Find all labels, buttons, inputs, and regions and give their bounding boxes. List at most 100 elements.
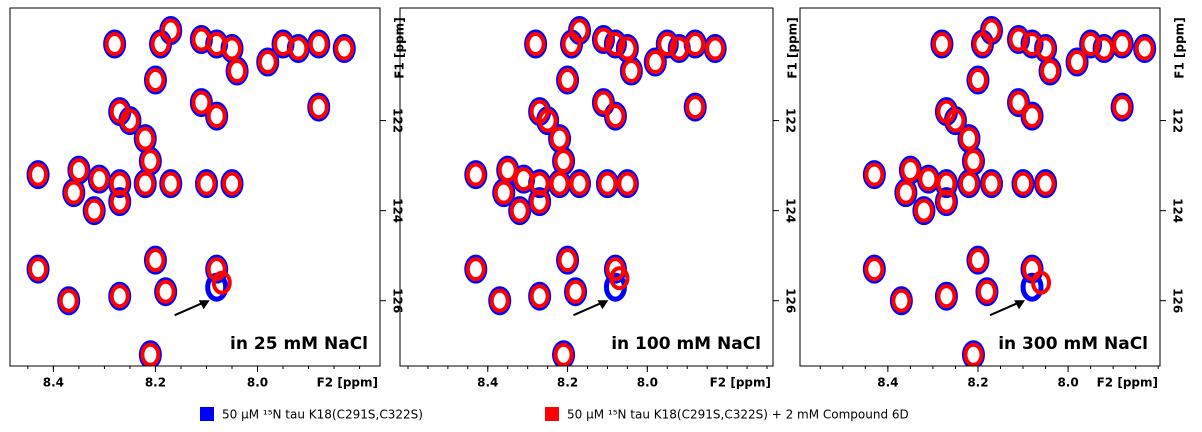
x-tick-label: 8.2 (145, 376, 166, 390)
peak (63, 180, 84, 205)
plot-frame (399, 7, 774, 367)
peak (1031, 270, 1052, 295)
peak (549, 171, 570, 196)
annotation: in 100 mM NaCl (611, 334, 761, 354)
peak (28, 257, 49, 282)
panel: 8.4 8.2 8.0 122 124 126 F2 [ppm] F1 [ppm] in 300… (799, 7, 1187, 390)
peak (104, 32, 125, 57)
peak (645, 50, 666, 75)
peak (222, 36, 242, 61)
peak (493, 180, 514, 205)
x-axis-label: F2 [ppm] (317, 376, 378, 390)
peak (976, 279, 997, 304)
peak (308, 32, 329, 57)
peak (963, 342, 984, 366)
peak (1008, 90, 1029, 115)
peak (160, 18, 181, 43)
plot-area (862, 16, 1157, 366)
peak (529, 284, 550, 309)
peak (936, 284, 957, 309)
peak (211, 270, 232, 295)
x-tick-label: 8.4 (877, 376, 898, 390)
peak (257, 50, 278, 75)
peak (593, 27, 614, 52)
peak (150, 32, 171, 57)
x-tick-label: 8.4 (43, 376, 64, 390)
peak (895, 180, 916, 205)
peak (308, 95, 329, 120)
peak (537, 108, 558, 133)
peak (140, 342, 161, 366)
y-tick-label: 124 (1171, 198, 1185, 223)
peak (597, 171, 618, 196)
peak (981, 18, 1002, 43)
peak (565, 279, 586, 304)
peak (557, 248, 578, 273)
y-tick-label: 126 (391, 288, 405, 313)
peak (109, 189, 130, 214)
peak (334, 36, 355, 61)
peak (465, 257, 486, 282)
x-tick-label: 8.2 (967, 376, 988, 390)
peak (891, 288, 912, 313)
peak (28, 162, 49, 187)
annotation: in 25 mM NaCl (230, 334, 368, 354)
legend-label: 50 µM ¹⁵N tau K18(C291S,C322S) (222, 408, 423, 422)
peak (155, 279, 176, 304)
peak (609, 266, 630, 291)
y-tick-label: 122 (1171, 108, 1185, 133)
peak (1035, 171, 1056, 196)
peak (557, 68, 578, 93)
peak (529, 189, 550, 214)
peak (489, 288, 510, 313)
x-tick-label: 8.2 (557, 376, 578, 390)
x-tick-label: 8.0 (1057, 376, 1078, 390)
legend-swatch (200, 407, 214, 421)
peak (617, 171, 638, 196)
peak (900, 158, 921, 183)
annotation: in 300 mM NaCl (998, 334, 1148, 354)
peak (981, 171, 1002, 196)
peak (617, 36, 638, 61)
peak (1020, 272, 1044, 302)
peak (135, 171, 156, 196)
peak (119, 108, 140, 133)
peak (1134, 36, 1155, 61)
peak (918, 167, 939, 192)
arrow-head (198, 300, 210, 310)
y-tick-label: 122 (391, 108, 405, 133)
y-tick-label: 126 (1171, 288, 1185, 313)
y-tick-label: 122 (784, 108, 798, 133)
peak (945, 108, 966, 133)
peak (1022, 104, 1043, 129)
peak (605, 32, 626, 57)
peak (593, 90, 614, 115)
peak (553, 342, 574, 366)
peak (509, 198, 530, 223)
peak (569, 18, 590, 43)
peak (549, 126, 570, 151)
peak (89, 167, 110, 192)
peak (864, 162, 885, 187)
y-axis-label: F1 [ppm] (1173, 17, 1187, 78)
peak (145, 68, 166, 93)
peak (465, 162, 486, 187)
peak (1040, 59, 1061, 84)
x-tick-label: 8.0 (637, 376, 658, 390)
peak (196, 171, 217, 196)
peak (967, 68, 988, 93)
peak (936, 189, 957, 214)
peak (685, 95, 706, 120)
peak (1035, 36, 1056, 61)
peak (497, 158, 518, 183)
peak (1067, 50, 1088, 75)
plot-frame (799, 7, 1161, 367)
peak (1094, 36, 1115, 61)
x-tick-label: 8.4 (477, 376, 498, 390)
peak (84, 198, 105, 223)
peak (621, 59, 642, 84)
y-tick-label: 124 (784, 198, 798, 223)
